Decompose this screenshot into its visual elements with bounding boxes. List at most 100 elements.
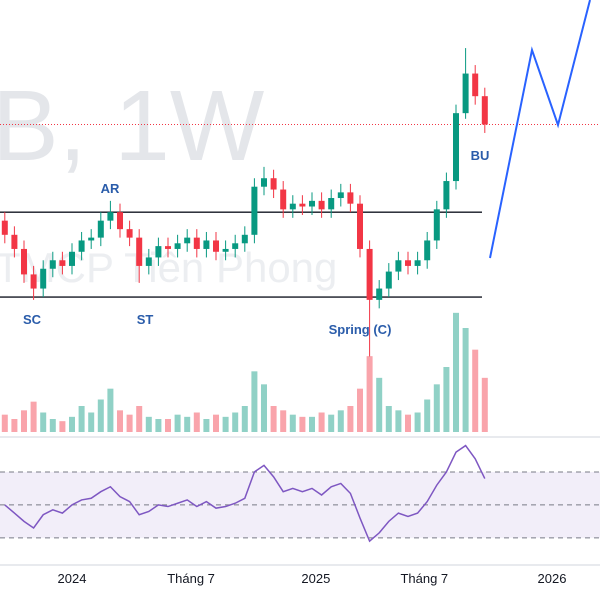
volume-bar xyxy=(347,406,354,432)
volume-bar xyxy=(222,416,229,432)
volume-bar xyxy=(241,406,248,432)
candle-body xyxy=(453,113,459,182)
candle-body xyxy=(78,240,85,252)
volume-bar xyxy=(395,410,402,432)
volume-bar xyxy=(155,419,162,432)
candle-body xyxy=(49,260,56,269)
candle-body xyxy=(309,200,315,207)
candle-body xyxy=(126,229,133,238)
volume-bar xyxy=(289,414,296,432)
volume-bar xyxy=(261,384,267,432)
volume-bar xyxy=(88,412,95,432)
candle-body xyxy=(280,189,287,210)
volume-bar xyxy=(443,367,450,432)
volume-bar xyxy=(414,412,421,432)
annotation: BU xyxy=(471,148,490,163)
volume-bar xyxy=(433,384,440,432)
candle-body xyxy=(261,178,267,187)
volume-bar xyxy=(203,419,210,432)
volume-bar xyxy=(472,349,479,432)
candle-body xyxy=(40,268,47,289)
volume-bar xyxy=(97,399,104,432)
volume-bar xyxy=(251,371,258,432)
x-tick-label: Tháng 7 xyxy=(167,571,215,586)
annotation: SC xyxy=(23,312,42,327)
volume-bar xyxy=(40,412,47,432)
candle-body xyxy=(136,237,143,266)
candle-body xyxy=(299,203,306,207)
annotation: AR xyxy=(101,181,120,196)
volume-bar xyxy=(30,401,37,432)
volume-bar xyxy=(328,414,335,432)
candle-body xyxy=(357,203,363,249)
volume-bar xyxy=(107,388,114,432)
rsi-line xyxy=(4,444,486,543)
volume-bar xyxy=(481,377,488,432)
candle-body xyxy=(184,237,191,244)
volume-bar xyxy=(126,414,133,432)
volume-bar xyxy=(11,419,18,432)
volume-bar xyxy=(193,412,200,432)
watermark: TMCP Tiên Phong xyxy=(0,244,337,291)
candle-body xyxy=(289,203,296,210)
volume-bar xyxy=(136,406,143,432)
annotation: Spring (C) xyxy=(329,322,392,337)
price-pane xyxy=(0,48,600,543)
candle-body xyxy=(145,257,152,266)
volume-bar xyxy=(299,416,306,432)
candle-body xyxy=(251,186,258,235)
volume-bar xyxy=(213,414,219,432)
volume-bar xyxy=(357,388,363,432)
candle-body xyxy=(337,192,344,199)
candle-body xyxy=(395,260,402,272)
candle-body xyxy=(433,209,440,241)
volume-bar xyxy=(184,416,191,432)
volume-bar xyxy=(78,406,85,432)
volume-bar xyxy=(59,421,66,432)
candle-body xyxy=(88,237,95,241)
candle-body xyxy=(203,240,210,249)
projection xyxy=(489,0,591,259)
volume-bar xyxy=(462,328,469,432)
volume-bar xyxy=(453,312,459,432)
candle-body xyxy=(270,178,277,190)
x-tick-label: 2024 xyxy=(58,571,87,586)
volume-bar xyxy=(270,406,277,432)
candle-body xyxy=(472,73,479,97)
volume-bar xyxy=(376,377,383,432)
candle-body xyxy=(30,274,37,289)
volume-bar xyxy=(174,414,181,432)
volume-bar xyxy=(337,410,344,432)
candle-body xyxy=(222,248,229,252)
candle-body xyxy=(405,260,411,266)
x-tick-label: 2026 xyxy=(538,571,567,586)
candle-body xyxy=(424,240,431,261)
volume-bar xyxy=(232,412,239,432)
volume-bar xyxy=(366,356,373,432)
candle-body xyxy=(174,243,181,249)
candle-body xyxy=(59,260,66,266)
candle-body xyxy=(69,251,75,266)
candle-body xyxy=(481,96,488,125)
volume-bar xyxy=(145,416,152,432)
volume-bar xyxy=(280,410,287,432)
candle-body xyxy=(414,260,421,266)
volume-bar xyxy=(49,419,56,432)
volume-bar xyxy=(21,410,27,432)
volume-bar xyxy=(165,419,171,432)
candle-body xyxy=(155,246,162,258)
candle-body xyxy=(117,212,123,230)
candle-body xyxy=(347,192,354,204)
candle-body xyxy=(165,246,171,249)
candle-body xyxy=(213,240,219,252)
candle-body xyxy=(462,73,469,114)
candle-body xyxy=(11,234,18,249)
annotation: ST xyxy=(137,312,154,327)
candle-body xyxy=(232,243,239,249)
watermark: B, 1W xyxy=(0,70,265,182)
candle-body xyxy=(318,200,325,210)
volume-bar xyxy=(309,416,315,432)
candle-body xyxy=(97,220,104,238)
candle-body xyxy=(107,212,114,221)
